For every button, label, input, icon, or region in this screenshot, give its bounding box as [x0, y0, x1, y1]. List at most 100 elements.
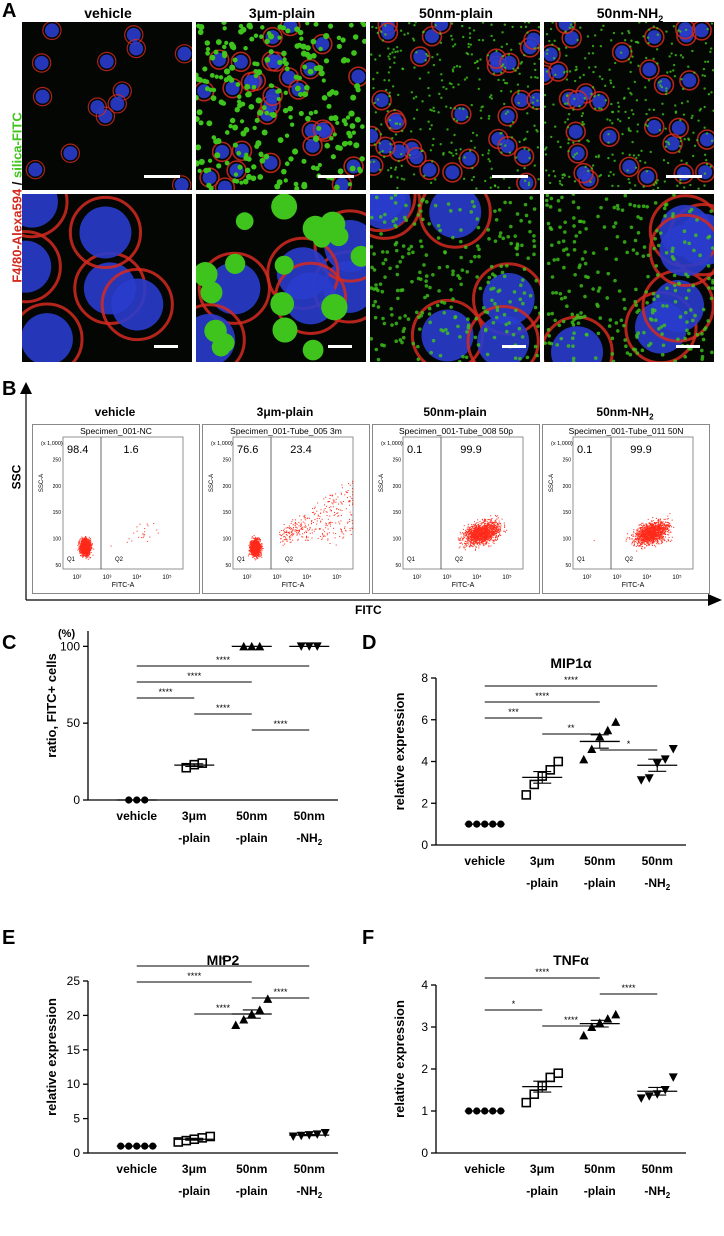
flow-specimen-label: Specimen_001-Tube_011 50N [569, 426, 684, 436]
y-tick-label: 5 [73, 1112, 80, 1126]
micrograph-image [544, 22, 714, 190]
y-tick-label: 4 [421, 978, 428, 992]
scale-bar [144, 175, 180, 178]
flow-q1-label: Q1 [577, 557, 586, 563]
category-label: -plain [236, 1184, 268, 1198]
flow-q2-label: Q2 [455, 557, 464, 563]
micrograph-50nm-plain-overview [370, 22, 540, 190]
flow-title-50nm-nh2: 50nm-NH2 [596, 405, 654, 422]
flow-x-tick: 10³ [273, 575, 282, 581]
y-tick-label: 3 [421, 1020, 428, 1034]
micrograph-vehicle-zoom [22, 194, 192, 362]
data-point [603, 1014, 613, 1023]
flow-q1-label: Q1 [67, 557, 76, 563]
col-title-3um-plain: 3μm-plain [248, 5, 316, 21]
data-point [636, 1094, 646, 1103]
flow-x-tick: 10⁴ [302, 574, 312, 581]
flow-y-tick: 100 [223, 537, 232, 543]
chart-title: MIP1α [550, 655, 592, 671]
y-tick-label: 20 [67, 1008, 81, 1022]
category-label: 50nm [584, 854, 615, 868]
data-point [231, 1020, 241, 1030]
category-label: -plain [584, 1184, 616, 1198]
y-tick-label: 50 [67, 716, 81, 730]
micrograph-vehicle-overview [22, 22, 192, 190]
flow-title-vehicle: vehicle [94, 405, 136, 419]
chart-F: 0 1 2 3 4 relative expression TNFα vehicle 3μm -p… [392, 952, 686, 1200]
category-label: 3μm [530, 854, 555, 868]
flow-q1-value: 76.6 [237, 444, 258, 456]
significance-label: **** [158, 687, 173, 697]
significance-label: **** [535, 691, 550, 701]
data-point [263, 994, 273, 1003]
flow-y-tick: 250 [393, 457, 402, 463]
category-label: -plain [236, 831, 268, 845]
flow-q1-label: Q1 [407, 557, 416, 563]
data-point [644, 774, 654, 783]
data-point [288, 1132, 298, 1141]
scale-bar [492, 175, 528, 178]
data-point [553, 1068, 564, 1078]
flow-x-tick: 10⁴ [642, 574, 652, 581]
flow-y-axis-label: SSC-A [39, 474, 45, 492]
category-label: vehicle [116, 1162, 157, 1176]
chart-title: TNFα [553, 952, 589, 968]
data-point [545, 1072, 556, 1083]
data-point [603, 725, 613, 735]
flow-x-tick: 10² [413, 575, 422, 581]
flow-y-tick: 250 [223, 457, 232, 463]
category-label: vehicle [464, 854, 505, 868]
y-axis-label: ratio, FITC+ cells [44, 653, 59, 757]
significance-label: **** [273, 719, 288, 729]
data-point [668, 1073, 678, 1082]
y-tick-label: 0 [421, 838, 428, 852]
category-label: vehicle [116, 809, 157, 823]
flow-y-tick: 150 [223, 510, 232, 516]
micrograph-image [370, 194, 540, 362]
scale-bar [666, 175, 702, 178]
y-tick-label: 4 [421, 755, 428, 769]
y-tick-label: 0 [421, 1146, 428, 1160]
category-label: 3μm [530, 1162, 555, 1176]
category-label: 3μm [182, 809, 207, 823]
y-tick-label: 6 [421, 713, 428, 727]
flow-axes [20, 382, 722, 606]
data-point [197, 758, 208, 768]
flow-specimen-label: Specimen_001-Tube_005 3m [230, 426, 342, 436]
flow-q2-label: Q2 [285, 557, 294, 563]
flow-x-tick: 10⁵ [502, 574, 512, 581]
category-label: 50nm [642, 1162, 673, 1176]
y-tick-label: 0 [73, 793, 80, 807]
y-tick-label: 2 [421, 796, 428, 810]
flow-x-tick: 10⁵ [332, 574, 342, 581]
panel-letter-e: E [2, 927, 16, 949]
col-title-50nm-nh2: 50nm-NH2 [596, 5, 664, 24]
scale-bar [676, 345, 700, 348]
y-axis-label: relative expression [44, 998, 59, 1116]
category-label: -plain [178, 831, 210, 845]
data-point [579, 1030, 589, 1040]
flow-y-tick: 200 [563, 484, 572, 490]
flow-x-tick: 10² [243, 575, 252, 581]
flow-y-tick: 50 [225, 563, 231, 569]
category-label: -plain [584, 876, 616, 890]
flow-q2-value: 99.9 [630, 444, 651, 456]
data-point [205, 1131, 216, 1142]
category-label: -NH2 [644, 876, 670, 892]
significance-label: **** [535, 967, 550, 977]
flow-plot: Specimen_001-Tube_005 3m (x 1,000) 76.6 23.… [202, 424, 370, 594]
flow-x-axis-label: FITC-A [282, 582, 305, 589]
flow-dots [457, 514, 508, 551]
data-point [320, 1129, 330, 1138]
flow-specimen-label: Specimen_001-NC [80, 426, 152, 436]
y-tick-label: 0 [73, 1146, 80, 1160]
flow-x-tick: 10⁵ [672, 574, 682, 581]
flow-title-3um-plain: 3μm-plain [256, 405, 314, 419]
scale-bar [328, 345, 352, 348]
y-tick-label: 10 [67, 1077, 81, 1091]
significance-label: **** [187, 971, 202, 981]
flow-x-tick: 10⁴ [132, 574, 142, 581]
data-point [636, 776, 646, 785]
flow-q2-value: 1.6 [123, 444, 138, 456]
scale-bar [502, 345, 526, 348]
